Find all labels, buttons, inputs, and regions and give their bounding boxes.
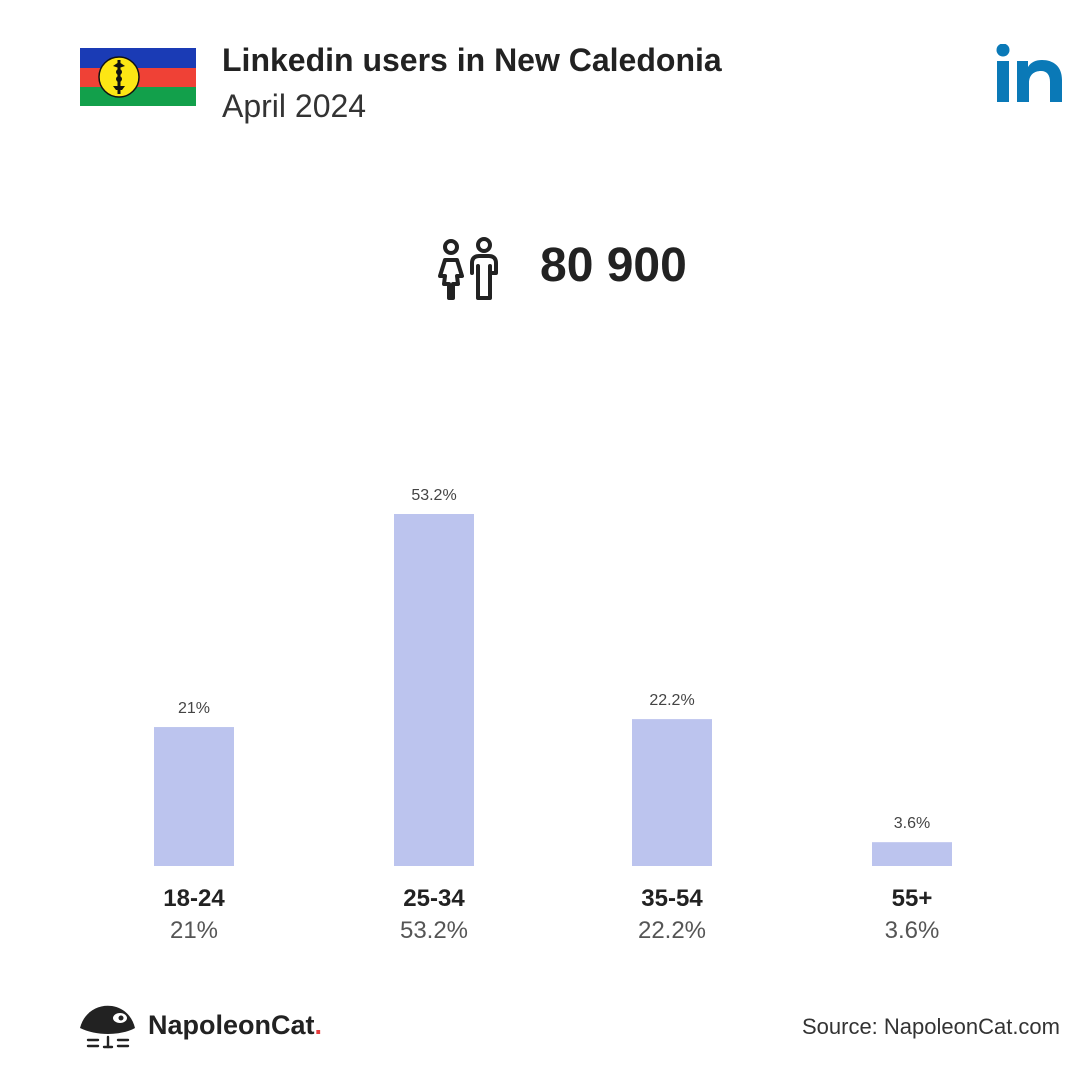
category-percent: 21%: [170, 917, 218, 944]
source-text: Source: NapoleonCat.com: [801, 1014, 1060, 1039]
total-users-value: 80 900: [540, 239, 687, 292]
new-caledonia-flag-icon: [80, 48, 196, 106]
bar-25-34: [394, 514, 474, 866]
page-subtitle: April 2024: [222, 88, 367, 124]
napoleoncat-logo-icon: [80, 1005, 135, 1049]
category-label: 18-24: [163, 885, 225, 912]
age-distribution-bar-chart: 21% 18-24 21% 53.2% 25-34 53.2% 22.2% 35-54 22.2…: [154, 487, 952, 944]
category-percent: 3.6%: [885, 917, 940, 944]
brand-name-text: NapoleonCat: [148, 1010, 315, 1040]
bar-35-54: [632, 719, 712, 866]
category-label: 25-34: [403, 885, 465, 912]
bar-18-24: [154, 727, 234, 866]
brand-name: NapoleonCat.: [148, 1010, 322, 1041]
brand-dot: .: [314, 1010, 323, 1040]
bar-data-label: 53.2%: [411, 487, 456, 504]
category-percent: 53.2%: [400, 917, 468, 944]
page-title: Linkedin users in New Caledonia: [222, 42, 722, 78]
category-percent: 22.2%: [638, 917, 706, 944]
category-label: 35-54: [641, 885, 703, 912]
bar-55+: [872, 842, 952, 866]
bar-data-label: 3.6%: [894, 815, 930, 832]
users-icon: [438, 237, 498, 300]
bar-data-label: 21%: [178, 700, 210, 717]
bar-data-label: 22.2%: [649, 692, 694, 709]
category-label: 55+: [892, 885, 933, 912]
linkedin-logo-icon: [996, 44, 1062, 102]
